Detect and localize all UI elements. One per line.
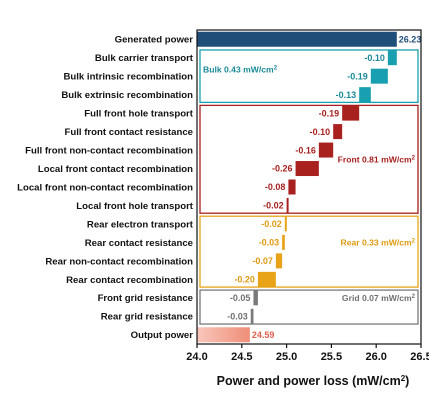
value-label-rear-grid-resistance: -0.03 (227, 311, 248, 321)
value-label-rear-contact-recombination: -0.20 (234, 275, 255, 285)
bar-bulk-carrier-transport (387, 50, 397, 66)
x-tick-label: 24.0 (186, 351, 207, 363)
category-label-rear-grid-resistance: Rear grid resistance (101, 312, 193, 323)
value-label-rear-contact-resistance: -0.03 (259, 238, 280, 248)
bar-rear-grid-resistance (250, 308, 254, 324)
bar-rear-non-contact-recombination (275, 253, 283, 269)
value-label-full-front-non-contact-recombination: -0.16 (295, 145, 316, 155)
bar-output-power (197, 327, 250, 343)
value-label-generated-power: 26.23 (399, 34, 422, 44)
bar-generated-power (197, 31, 397, 47)
category-labels: Generated power Bulk carrier transport Bul… (17, 35, 194, 342)
category-label-output-power: Output power (131, 330, 194, 341)
category-label-local-front-hole-transport: Local front hole transport (76, 201, 194, 212)
value-label-full-front-hole-transport: -0.19 (319, 108, 340, 118)
plot-frame (196, 29, 422, 345)
group-label-bulk: Bulk 0.43 mW/cm2 (203, 65, 278, 75)
group-labels: Bulk 0.43 mW/cm2 Front 0.81 mW/cm2 Rear 0.… (203, 65, 416, 303)
category-label-rear-non-contact-recombination: Rear non-contact recombination (45, 256, 193, 267)
group-box-bulk (199, 49, 419, 104)
value-label-rear-electron-transport: -0.02 (261, 219, 282, 229)
bar-rear-contact-recombination (257, 271, 276, 287)
bar-bulk-intrinsic-recombination (370, 68, 388, 84)
category-label-full-front-hole-transport: Full front hole transport (84, 109, 194, 120)
value-label-bulk-extrinsic-recombination: -0.13 (336, 90, 357, 100)
value-label-bulk-intrinsic-recombination: -0.19 (347, 71, 368, 81)
x-axis-ticks: 24.0 24.5 25.0 25.5 26.0 26.5 (186, 344, 429, 363)
bar-front-grid-resistance (253, 290, 258, 306)
category-label-bulk-intrinsic-recombination: Bulk intrinsic recombination (63, 72, 193, 83)
category-label-rear-contact-resistance: Rear contact resistance (85, 238, 193, 249)
x-tick-label: 24.5 (231, 351, 252, 363)
category-label-local-front-contact-recombination: Local front contact recombination (38, 164, 193, 175)
bar-local-front-non-contact-recombination (288, 179, 296, 195)
superscript: 2 (412, 238, 416, 244)
category-label-rear-contact-recombination: Rear contact recombination (66, 275, 193, 286)
value-label-front-grid-resistance: -0.05 (230, 293, 251, 303)
axis-title-main: Power and power loss (mW/cm (217, 374, 401, 388)
value-label-bulk-carrier-transport: -0.10 (364, 53, 385, 63)
group-box-front (199, 104, 419, 214)
superscript: 2 (412, 294, 416, 300)
group-label-rear: Rear 0.33 mW/cm2 (340, 237, 415, 247)
bar-rear-contact-resistance (282, 234, 285, 250)
value-label-output-power: 24.59 (252, 330, 275, 340)
bar-bulk-extrinsic-recombination (359, 87, 371, 103)
value-label-rear-non-contact-recombination: -0.07 (252, 256, 273, 266)
category-label-local-front-non-contact-recombination: Local front non-contact recombination (17, 182, 193, 193)
x-axis-title: Power and power loss (mW/cm2) (217, 374, 410, 388)
x-tick-label: 25.0 (276, 351, 297, 363)
value-label-local-front-hole-transport: -0.02 (263, 201, 284, 211)
value-label-local-front-contact-recombination: -0.26 (272, 164, 293, 174)
group-box-grid (199, 289, 419, 325)
bar-full-front-non-contact-recombination (318, 142, 334, 158)
value-label-full-front-contact-resistance: -0.10 (310, 127, 331, 137)
category-label-bulk-extrinsic-recombination: Bulk extrinsic recombination (61, 90, 193, 101)
x-tick-label: 26.0 (365, 351, 386, 363)
bar-local-front-contact-recombination (295, 161, 319, 177)
category-label-rear-electron-transport: Rear electron transport (87, 219, 194, 230)
superscript: 2 (412, 155, 416, 161)
group-box-rear (199, 215, 419, 288)
group-boxes (199, 49, 419, 325)
group-label-front: Front 0.81 mW/cm2 (338, 154, 416, 164)
bar-full-front-hole-transport (342, 105, 360, 121)
bar-local-front-hole-transport (286, 197, 289, 213)
bars (197, 31, 397, 343)
group-label-grid: Grid 0.07 mW/cm2 (342, 293, 416, 303)
category-label-front-grid-resistance: Front grid resistance (98, 293, 193, 304)
value-labels: 26.23 -0.10 -0.19 -0.13 -0.19 -0.10 -0.16-0.26… (227, 34, 421, 340)
axis-title-tail: ) (405, 374, 409, 388)
bar-full-front-contact-resistance (333, 124, 343, 140)
value-label-local-front-non-contact-recombination: -0.08 (265, 182, 286, 192)
category-label-full-front-contact-resistance: Full front contact resistance (65, 127, 193, 138)
axis-title-superscript: 2 (401, 374, 406, 383)
x-tick-label: 26.5 (410, 351, 429, 363)
category-label-bulk-carrier-transport: Bulk carrier transport (95, 53, 194, 64)
category-label-full-front-non-contact-recombination: Full front non-contact recombination (25, 145, 193, 156)
superscript: 2 (274, 66, 278, 72)
bar-rear-electron-transport (284, 216, 287, 232)
category-label-generated-power: Generated power (115, 35, 194, 46)
x-tick-label: 25.5 (321, 351, 342, 363)
